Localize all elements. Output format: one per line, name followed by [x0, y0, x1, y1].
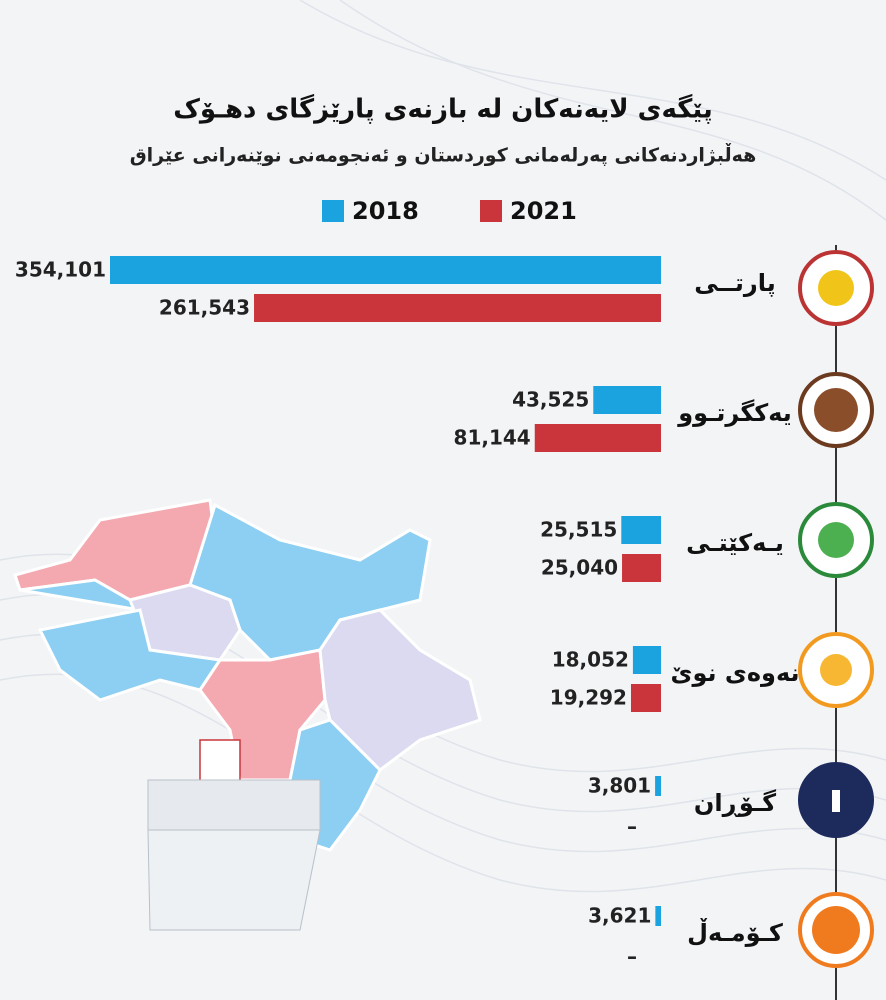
bar [622, 554, 661, 582]
category-label: پارتــی [694, 269, 776, 297]
category-label: یـەکێتـی [686, 529, 784, 557]
bar [655, 906, 661, 926]
value-label: 81,144 [454, 426, 531, 450]
legend-label: 2018 [352, 197, 419, 225]
value-label: 43,525 [512, 388, 589, 412]
value-label: – [627, 945, 637, 969]
bar [593, 386, 661, 414]
value-label: 18,052 [552, 648, 629, 672]
value-label: – [627, 815, 637, 839]
chart-subtitle: هەڵبژاردنەکانی پەرلەمانی کوردستان و ئەنج… [130, 143, 757, 167]
bar [621, 516, 661, 544]
value-label: 261,543 [159, 296, 250, 320]
bar [655, 776, 661, 796]
bar [110, 256, 661, 284]
value-label: 19,292 [550, 686, 627, 710]
value-label: 3,801 [588, 774, 651, 798]
map [13, 498, 482, 852]
category-label: کـۆمـەڵ [687, 918, 783, 947]
category-label: یەکگرتـوو [677, 399, 792, 427]
category-label: نەوەی نوێ [670, 659, 799, 687]
bar [630, 684, 661, 712]
chart-title: پێگەی لایەنەکان لە بازنەی پارێزگای دهـۆک [173, 94, 713, 125]
value-label: 25,040 [541, 556, 618, 580]
category-label: گـۆڕان [694, 789, 776, 817]
bar [254, 294, 661, 322]
bar [632, 646, 661, 674]
legend-swatch [480, 200, 502, 222]
value-label: 3,621 [588, 904, 651, 928]
value-label: 25,515 [540, 518, 617, 542]
bar [534, 424, 661, 452]
value-label: 354,101 [15, 258, 106, 282]
ballot-box [147, 739, 321, 931]
party-logos [798, 250, 874, 968]
legend-swatch [322, 200, 344, 222]
legend-label: 2021 [510, 197, 577, 225]
